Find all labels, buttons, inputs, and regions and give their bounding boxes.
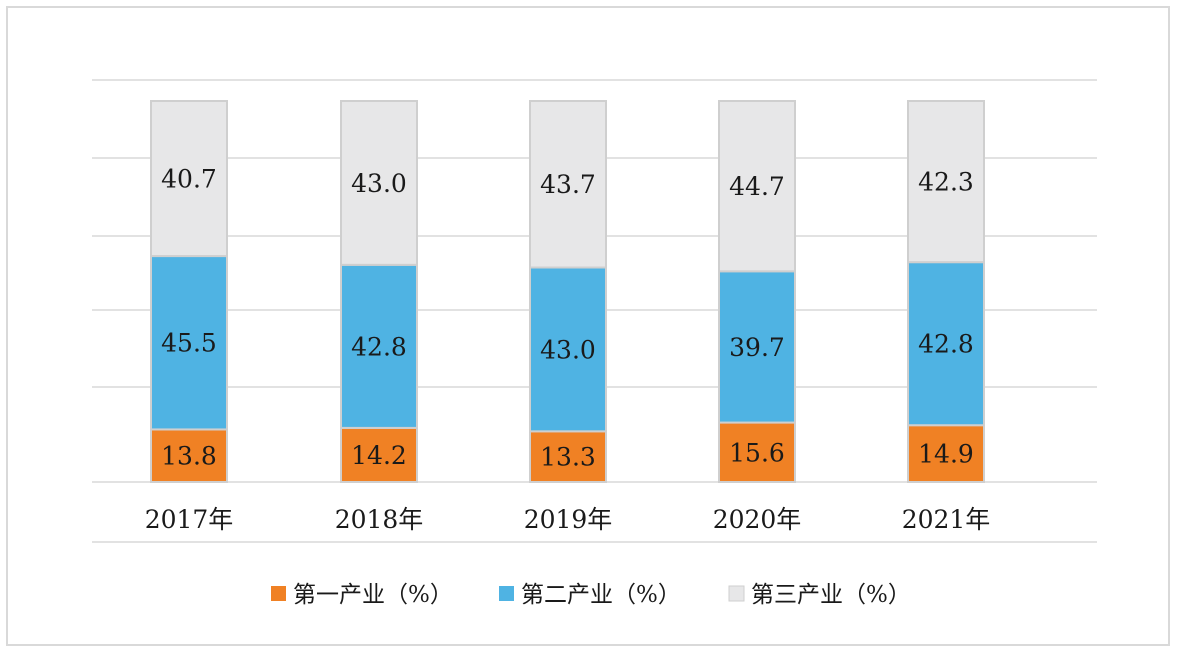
data-label-2020年-series-2: 44.7 [729,172,785,201]
bar-2018年-series-1 [340,263,418,429]
legend-swatch-0 [271,586,286,601]
legend-swatch-1 [499,586,514,601]
data-label-2020年-series-1: 39.7 [729,333,785,362]
data-label-2017年-series-2: 40.7 [161,165,217,194]
data-label-2020年-series-0: 15.6 [729,438,785,467]
data-label-2021年-series-1: 42.8 [918,330,974,359]
data-label-2018年-series-2: 43.0 [351,169,407,198]
chart-svg: 13.8 45.5 40.7 2017年 14.2 42.8 43.0 2018年 13.3 43… [92,79,1097,608]
bar-2017年-series-0 [150,428,228,483]
bar-2020年-series-0 [718,421,796,483]
data-label-2017年-series-0: 13.8 [161,442,217,471]
data-label-2018年-series-1: 42.8 [351,332,407,361]
data-label-2018年-series-0: 14.2 [351,441,407,470]
bar-2018年-series-0 [340,426,418,484]
data-label-2021年-series-0: 14.9 [918,440,974,469]
legend-label-1: 第二产业（%） [521,582,681,608]
bar-2021年-series-1 [907,261,985,427]
bar-2021年-series-2 [907,100,985,264]
x-tick-label-0: 2017年 [145,505,234,534]
bar-2018年-series-2 [340,100,418,266]
x-tick-label-4: 2021年 [902,505,991,534]
bar-2021年-series-0 [907,424,985,483]
data-label-2021年-series-2: 42.3 [918,168,974,197]
legend-label-0: 第一产业（%） [293,582,453,608]
bar-2017年-series-2 [150,100,228,258]
legend-label-2: 第三产业（%） [751,582,911,608]
bar-2019年-series-2 [529,100,607,269]
data-label-2019年-series-0: 13.3 [540,443,596,472]
x-tick-label-1: 2018年 [335,505,424,534]
x-tick-label-3: 2020年 [713,505,802,534]
legend-swatch-2 [728,585,745,602]
bar-2020年-series-1 [718,270,796,424]
data-label-2019年-series-2: 43.7 [540,170,596,199]
x-tick-label-2: 2019年 [524,505,613,534]
data-label-2017年-series-1: 45.5 [161,329,217,358]
bar-2020年-series-2 [718,100,796,273]
data-label-2019年-series-1: 43.0 [540,335,596,364]
bar-2019年-series-0 [529,430,607,483]
bar-2019年-series-1 [529,266,607,433]
bar-2017年-series-1 [150,255,228,431]
